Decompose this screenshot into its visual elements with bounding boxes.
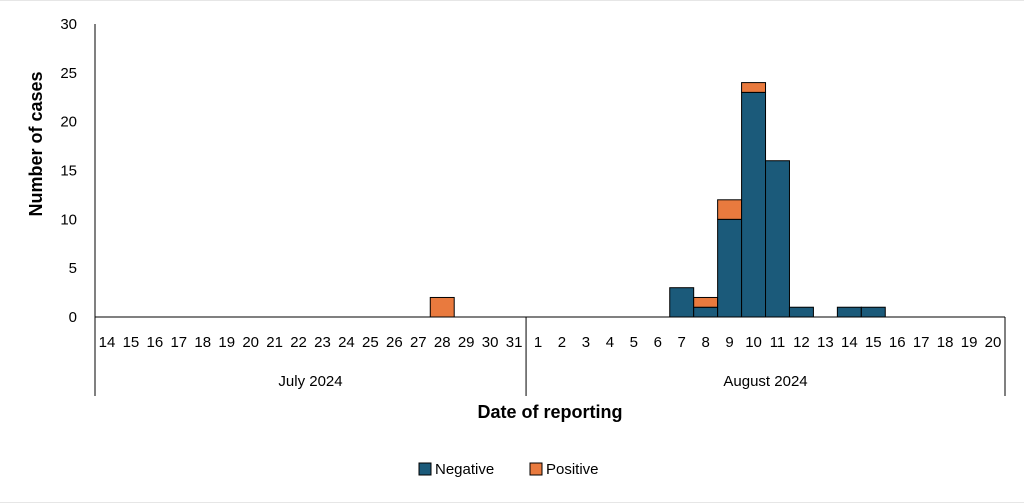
bar-positive <box>429 296 455 318</box>
y-tick-labels: 0 5 10 15 20 25 30 <box>60 16 77 326</box>
bar-positive <box>693 296 719 308</box>
x-tick-label: 9 <box>725 334 733 351</box>
bars-layer <box>429 82 886 318</box>
bar-negative <box>717 218 743 318</box>
y-tick-label: 0 <box>69 309 77 326</box>
x-tick-label: 8 <box>701 334 709 351</box>
x-tick-label: 11 <box>770 334 786 351</box>
x-group-label: July 2024 <box>278 373 342 390</box>
axes-layer <box>94 24 1005 318</box>
x-tick-label: 17 <box>913 334 930 351</box>
x-tick-label: 28 <box>434 334 451 351</box>
x-tick-label: 4 <box>606 334 614 351</box>
x-group-labels: July 2024 August 2024 <box>94 317 1006 396</box>
top-frame-line <box>0 0 1024 1</box>
x-tick-label: 13 <box>817 334 834 351</box>
legend-swatch <box>529 462 543 476</box>
x-tick-label: 19 <box>218 334 235 351</box>
x-tick-label: 24 <box>338 334 355 351</box>
y-tick-label: 30 <box>60 16 77 33</box>
bottom-frame-line <box>0 502 1024 503</box>
bar-negative <box>669 287 695 318</box>
y-tick-label: 25 <box>60 65 77 82</box>
y-tick-label: 5 <box>69 260 77 277</box>
x-tick-label: 15 <box>865 334 882 351</box>
x-tick-label: 22 <box>290 334 307 351</box>
x-tick-label: 3 <box>582 334 590 351</box>
x-tick-label: 16 <box>147 334 164 351</box>
x-tick-label: 25 <box>362 334 379 351</box>
bar-positive <box>741 82 767 93</box>
legend-label: Positive <box>546 461 599 478</box>
y-tick-label: 10 <box>60 211 77 228</box>
x-tick-label: 1 <box>534 334 542 351</box>
bar-negative <box>693 306 719 318</box>
x-tick-label: 2 <box>558 334 566 351</box>
x-tick-label: 26 <box>386 334 403 351</box>
y-axis-title: Number of cases <box>26 71 46 216</box>
x-tick-label: 18 <box>937 334 954 351</box>
x-tick-label: 29 <box>458 334 475 351</box>
bar-negative <box>741 91 767 318</box>
x-tick-label: 12 <box>793 334 810 351</box>
x-tick-label: 15 <box>123 334 140 351</box>
x-tick-label: 23 <box>314 334 331 351</box>
y-tick-label: 15 <box>60 163 77 180</box>
x-tick-label: 16 <box>889 334 906 351</box>
bar-negative <box>860 306 886 318</box>
bar-negative <box>788 306 814 318</box>
legend-swatch <box>418 462 432 476</box>
x-tick-label: 30 <box>482 334 499 351</box>
x-tick-label: 14 <box>841 334 858 351</box>
x-tick-label: 6 <box>654 334 662 351</box>
x-group-label: August 2024 <box>723 373 807 390</box>
legend-label: Negative <box>435 461 494 478</box>
x-tick-label: 19 <box>961 334 978 351</box>
x-tick-label: 10 <box>745 334 762 351</box>
x-tick-label: 7 <box>678 334 686 351</box>
x-tick-label: 17 <box>170 334 187 351</box>
x-tick-label: 18 <box>194 334 211 351</box>
bar-positive <box>717 199 743 220</box>
legend: Negative Positive <box>418 461 599 478</box>
x-axis-title: Date of reporting <box>477 402 622 422</box>
bar-negative <box>836 306 862 318</box>
x-tick-labels: 14 15 16 17 18 19 20 21 22 23 24 25 26 27 28 29 30 31 1 2 3 4… <box>99 334 1002 351</box>
x-tick-label: 27 <box>410 334 427 351</box>
bar-negative <box>765 160 790 318</box>
x-tick-label: 14 <box>99 334 116 351</box>
x-tick-label: 20 <box>242 334 259 351</box>
y-tick-label: 20 <box>60 114 77 131</box>
x-tick-label: 21 <box>266 334 283 351</box>
x-tick-label: 5 <box>630 334 638 351</box>
x-tick-label: 20 <box>985 334 1002 351</box>
x-tick-label: 31 <box>506 334 523 351</box>
